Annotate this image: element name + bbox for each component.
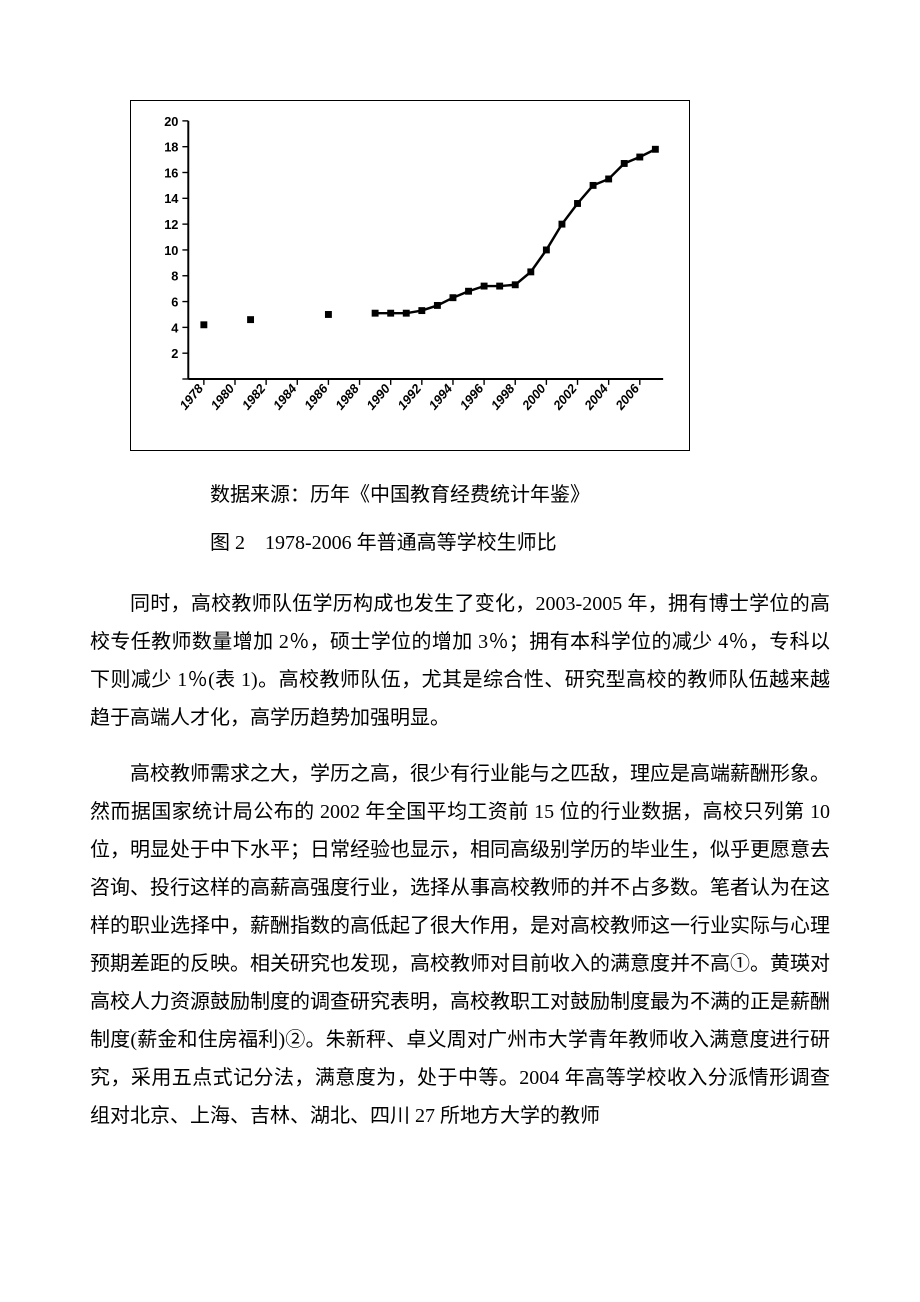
svg-text:20: 20 [164,114,178,129]
svg-text:2002: 2002 [549,381,579,413]
svg-text:8: 8 [171,269,178,284]
svg-text:18: 18 [164,140,178,155]
figure-title: 图 2 1978-2006 年普通高等学校生师比 [210,519,830,567]
body-paragraph-1: 同时，高校教师队伍学历构成也发生了变化，2003-2005 年，拥有博士学位的高… [90,585,830,737]
svg-text:1992: 1992 [394,381,424,412]
svg-text:16: 16 [164,165,178,180]
line-chart: 2 4 6 8 10 12 14 16 18 20 197819801982198419861988… [141,113,673,438]
svg-text:1982: 1982 [239,381,269,412]
svg-text:1980: 1980 [208,381,238,412]
svg-text:1994: 1994 [425,381,455,412]
svg-text:2006: 2006 [612,380,643,413]
svg-text:1998: 1998 [488,380,518,412]
body-paragraph-2: 高校教师需求之大，学历之高，很少有行业能与之匹敌，理应是高端薪酬形象。然而据国家… [90,755,830,1135]
svg-text:1984: 1984 [270,381,300,412]
svg-text:1978: 1978 [176,380,206,412]
svg-text:6: 6 [171,294,178,309]
svg-text:14: 14 [164,191,179,206]
svg-text:4: 4 [171,320,179,335]
svg-text:10: 10 [164,243,178,258]
svg-text:2000: 2000 [518,381,548,413]
chart-container: 2 4 6 8 10 12 14 16 18 20 197819801982198419861988… [130,100,690,451]
svg-text:12: 12 [164,217,178,232]
svg-text:1988: 1988 [332,380,362,412]
data-source-text: 数据来源：历年《中国教育经费统计年鉴》 [210,471,830,519]
svg-text:1996: 1996 [457,380,487,412]
svg-text:1986: 1986 [301,380,331,412]
svg-text:2: 2 [171,346,178,361]
chart-caption: 数据来源：历年《中国教育经费统计年鉴》 图 2 1978-2006 年普通高等学… [210,471,830,567]
svg-text:1990: 1990 [363,381,393,412]
svg-text:2004: 2004 [581,381,611,413]
